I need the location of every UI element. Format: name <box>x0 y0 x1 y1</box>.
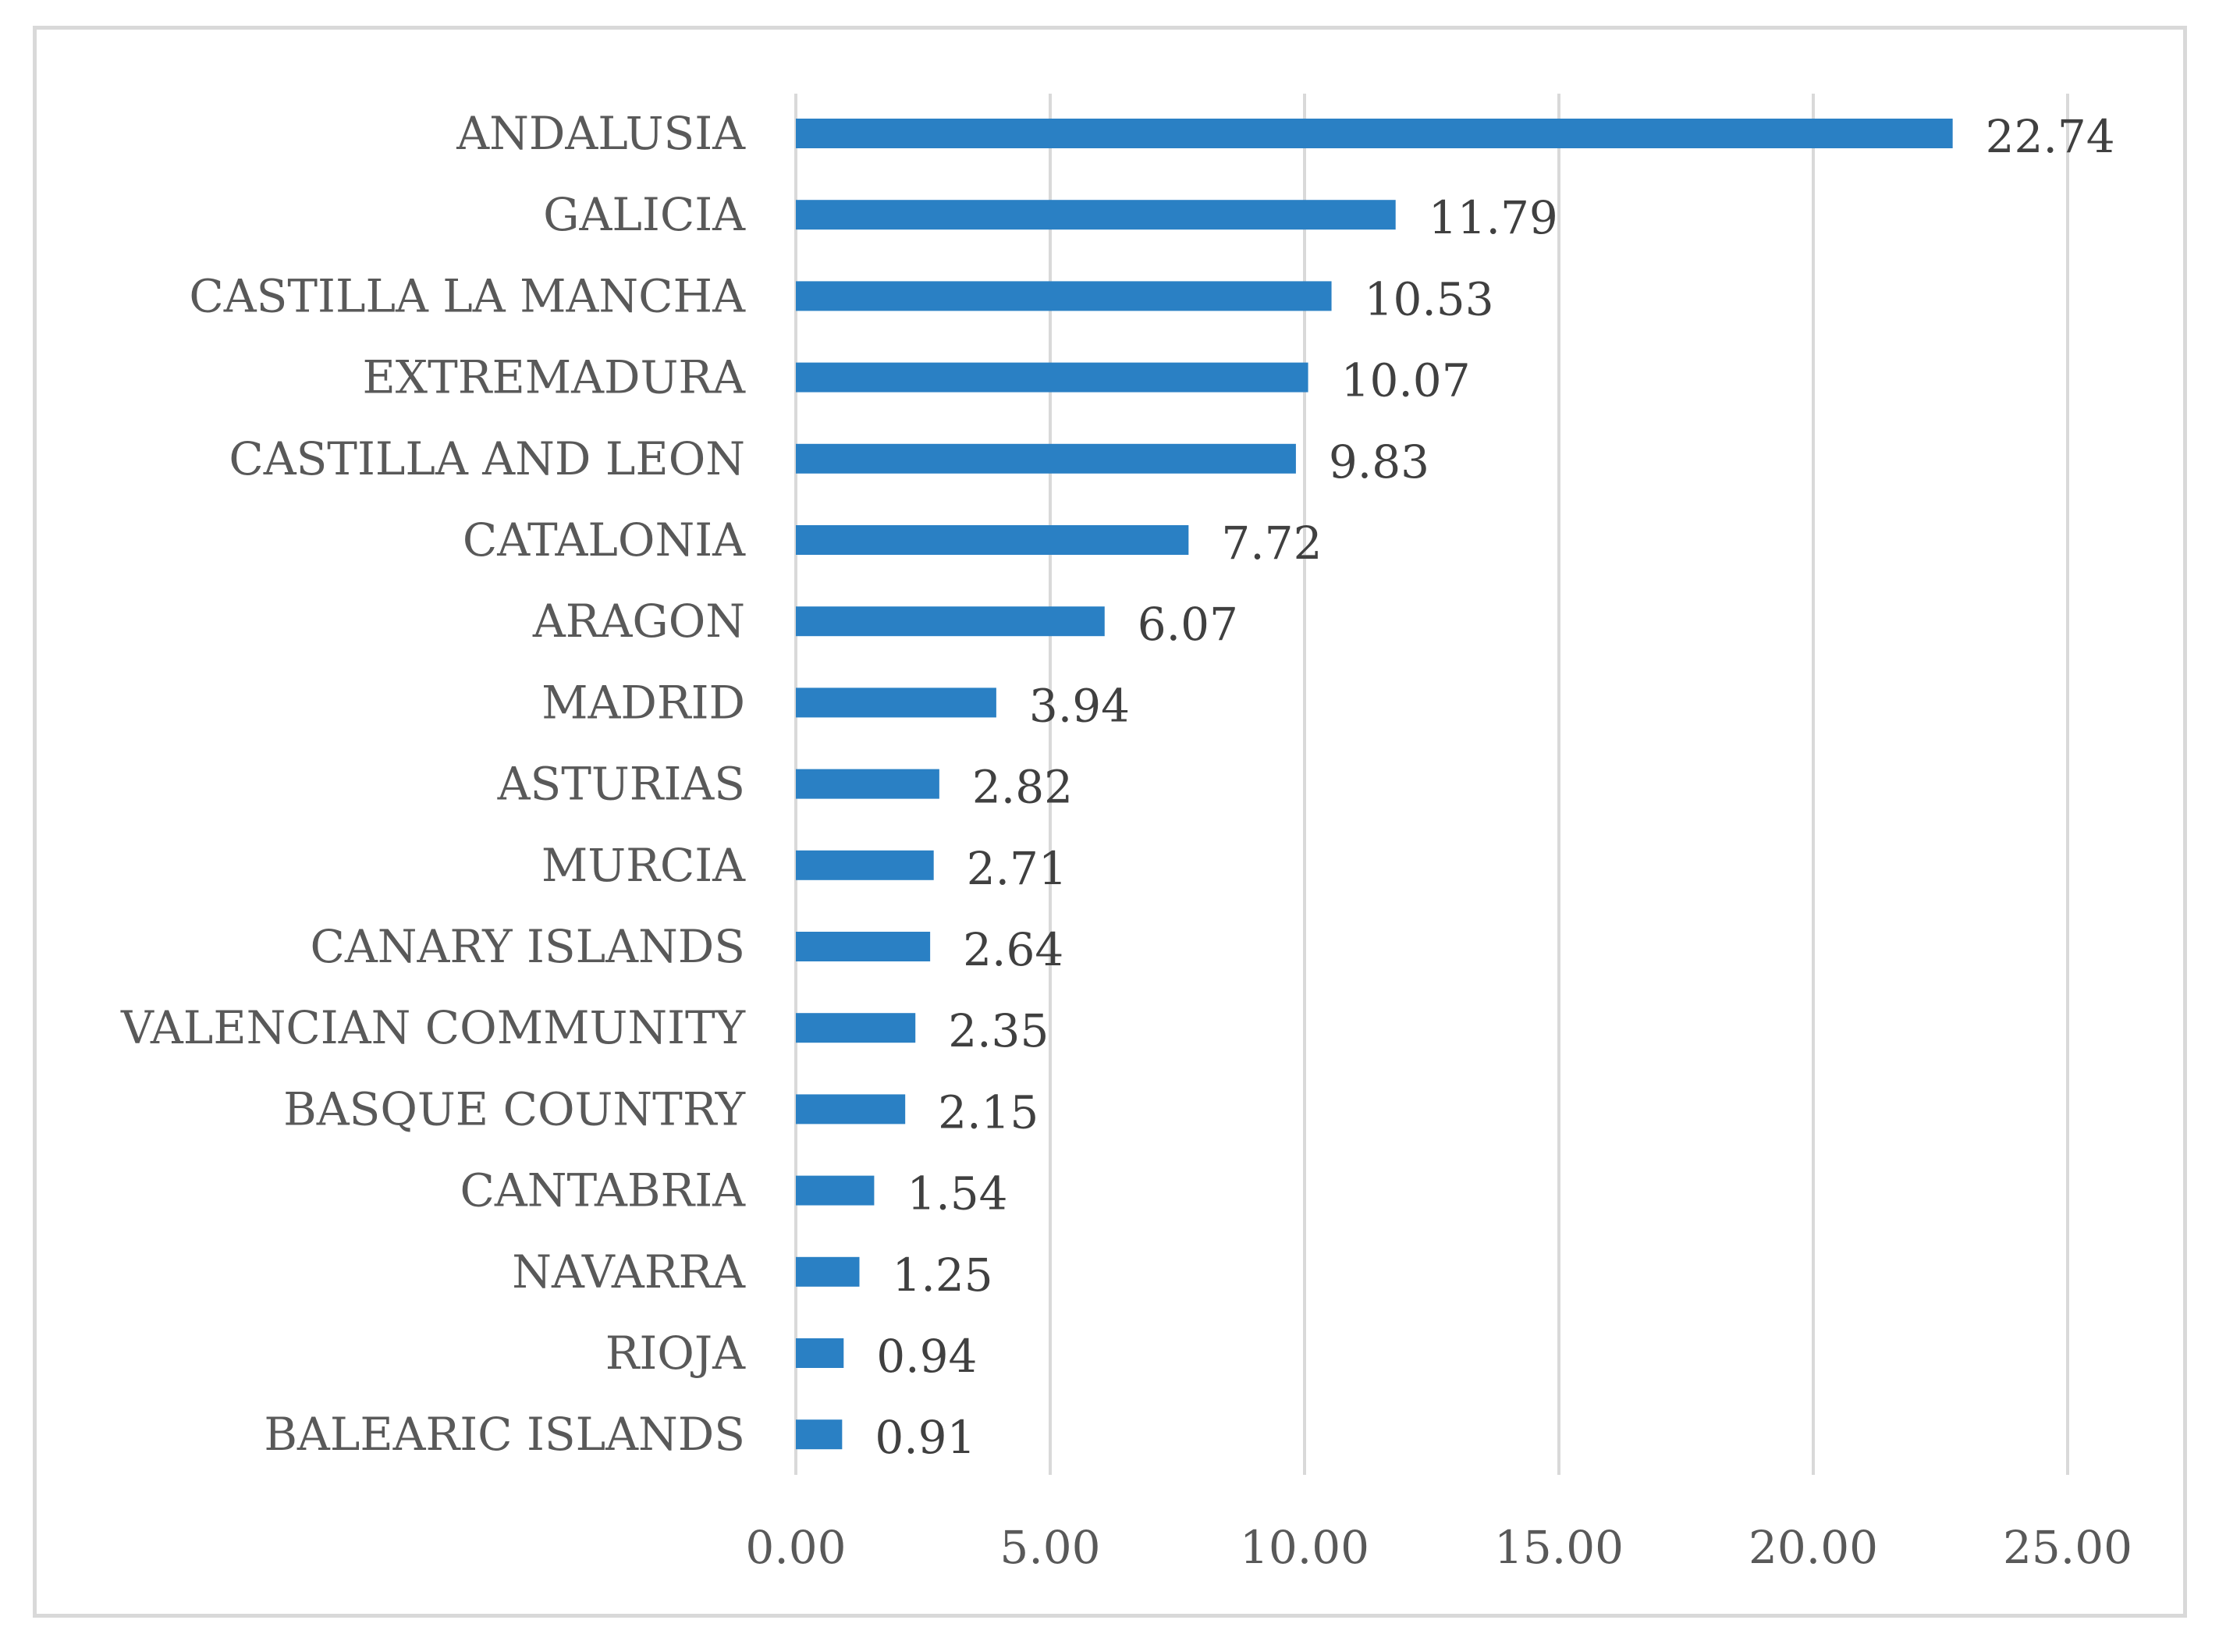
bar-13 <box>796 1175 875 1206</box>
value-label: 0.91 <box>875 1411 975 1464</box>
value-label: 3.94 <box>1029 679 1130 732</box>
value-label: 22.74 <box>1986 110 2115 163</box>
value-label: 2.15 <box>938 1085 1038 1139</box>
category-label: BASQUE COUNTRY <box>283 1082 746 1135</box>
x-tick-label: 10.00 <box>1240 1521 1369 1574</box>
category-label: CANARY ISLANDS <box>310 920 745 973</box>
value-label: 10.07 <box>1341 354 1471 407</box>
bar-7 <box>796 687 996 718</box>
value-label: 11.79 <box>1429 191 1558 244</box>
value-label: 2.82 <box>972 761 1073 814</box>
value-label: 2.35 <box>948 1004 1049 1057</box>
x-tick-label: 20.00 <box>1749 1521 1878 1574</box>
x-tick-label: 5.00 <box>999 1521 1100 1574</box>
bar-5 <box>796 525 1189 555</box>
category-label: VALENCIAN COMMUNITY <box>120 1001 746 1054</box>
bar-11 <box>796 1013 916 1043</box>
bar-14 <box>796 1256 860 1287</box>
bar-12 <box>796 1094 906 1124</box>
category-label: CASTILLA AND LEON <box>229 432 745 485</box>
category-label: RIOJA <box>605 1327 746 1380</box>
category-label: NAVARRA <box>512 1245 746 1299</box>
category-label: CATALONIA <box>463 513 746 567</box>
category-label: EXTREMADURA <box>362 351 746 404</box>
value-label: 0.94 <box>876 1330 977 1383</box>
x-tick-label: 0.00 <box>745 1521 846 1574</box>
value-label: 1.54 <box>907 1167 1007 1220</box>
category-label: MURCIA <box>541 839 746 892</box>
category-label: CANTABRIA <box>460 1164 746 1217</box>
bar-3 <box>796 362 1308 393</box>
bar-4 <box>796 443 1296 474</box>
value-label: 7.72 <box>1221 517 1322 570</box>
bar-2 <box>796 281 1332 311</box>
category-label: CASTILLA LA MANCHA <box>189 269 746 322</box>
value-label: 2.64 <box>963 923 1063 976</box>
bar-8 <box>796 769 939 799</box>
bar-10 <box>796 932 931 961</box>
category-label: BALEARIC ISLANDS <box>264 1408 745 1461</box>
value-label: 10.53 <box>1365 272 1494 325</box>
value-label: 9.83 <box>1329 435 1429 488</box>
category-label: GALICIA <box>543 188 746 241</box>
bar-0 <box>796 119 1953 148</box>
category-label: MADRID <box>541 676 745 729</box>
x-tick-label: 15.00 <box>1494 1521 1624 1574</box>
bar-16 <box>796 1419 843 1450</box>
value-label: 6.07 <box>1138 598 1238 651</box>
bar-15 <box>796 1338 844 1368</box>
bar-6 <box>796 606 1105 637</box>
bar-1 <box>796 200 1396 230</box>
value-label: 1.25 <box>893 1249 993 1302</box>
bar-9 <box>796 850 934 880</box>
category-label: ASTURIAS <box>497 758 745 811</box>
value-label: 2.71 <box>967 842 1067 895</box>
category-label: ARAGON <box>532 595 745 648</box>
category-label: ANDALUSIA <box>456 107 746 160</box>
x-tick-label: 25.00 <box>2003 1521 2132 1574</box>
